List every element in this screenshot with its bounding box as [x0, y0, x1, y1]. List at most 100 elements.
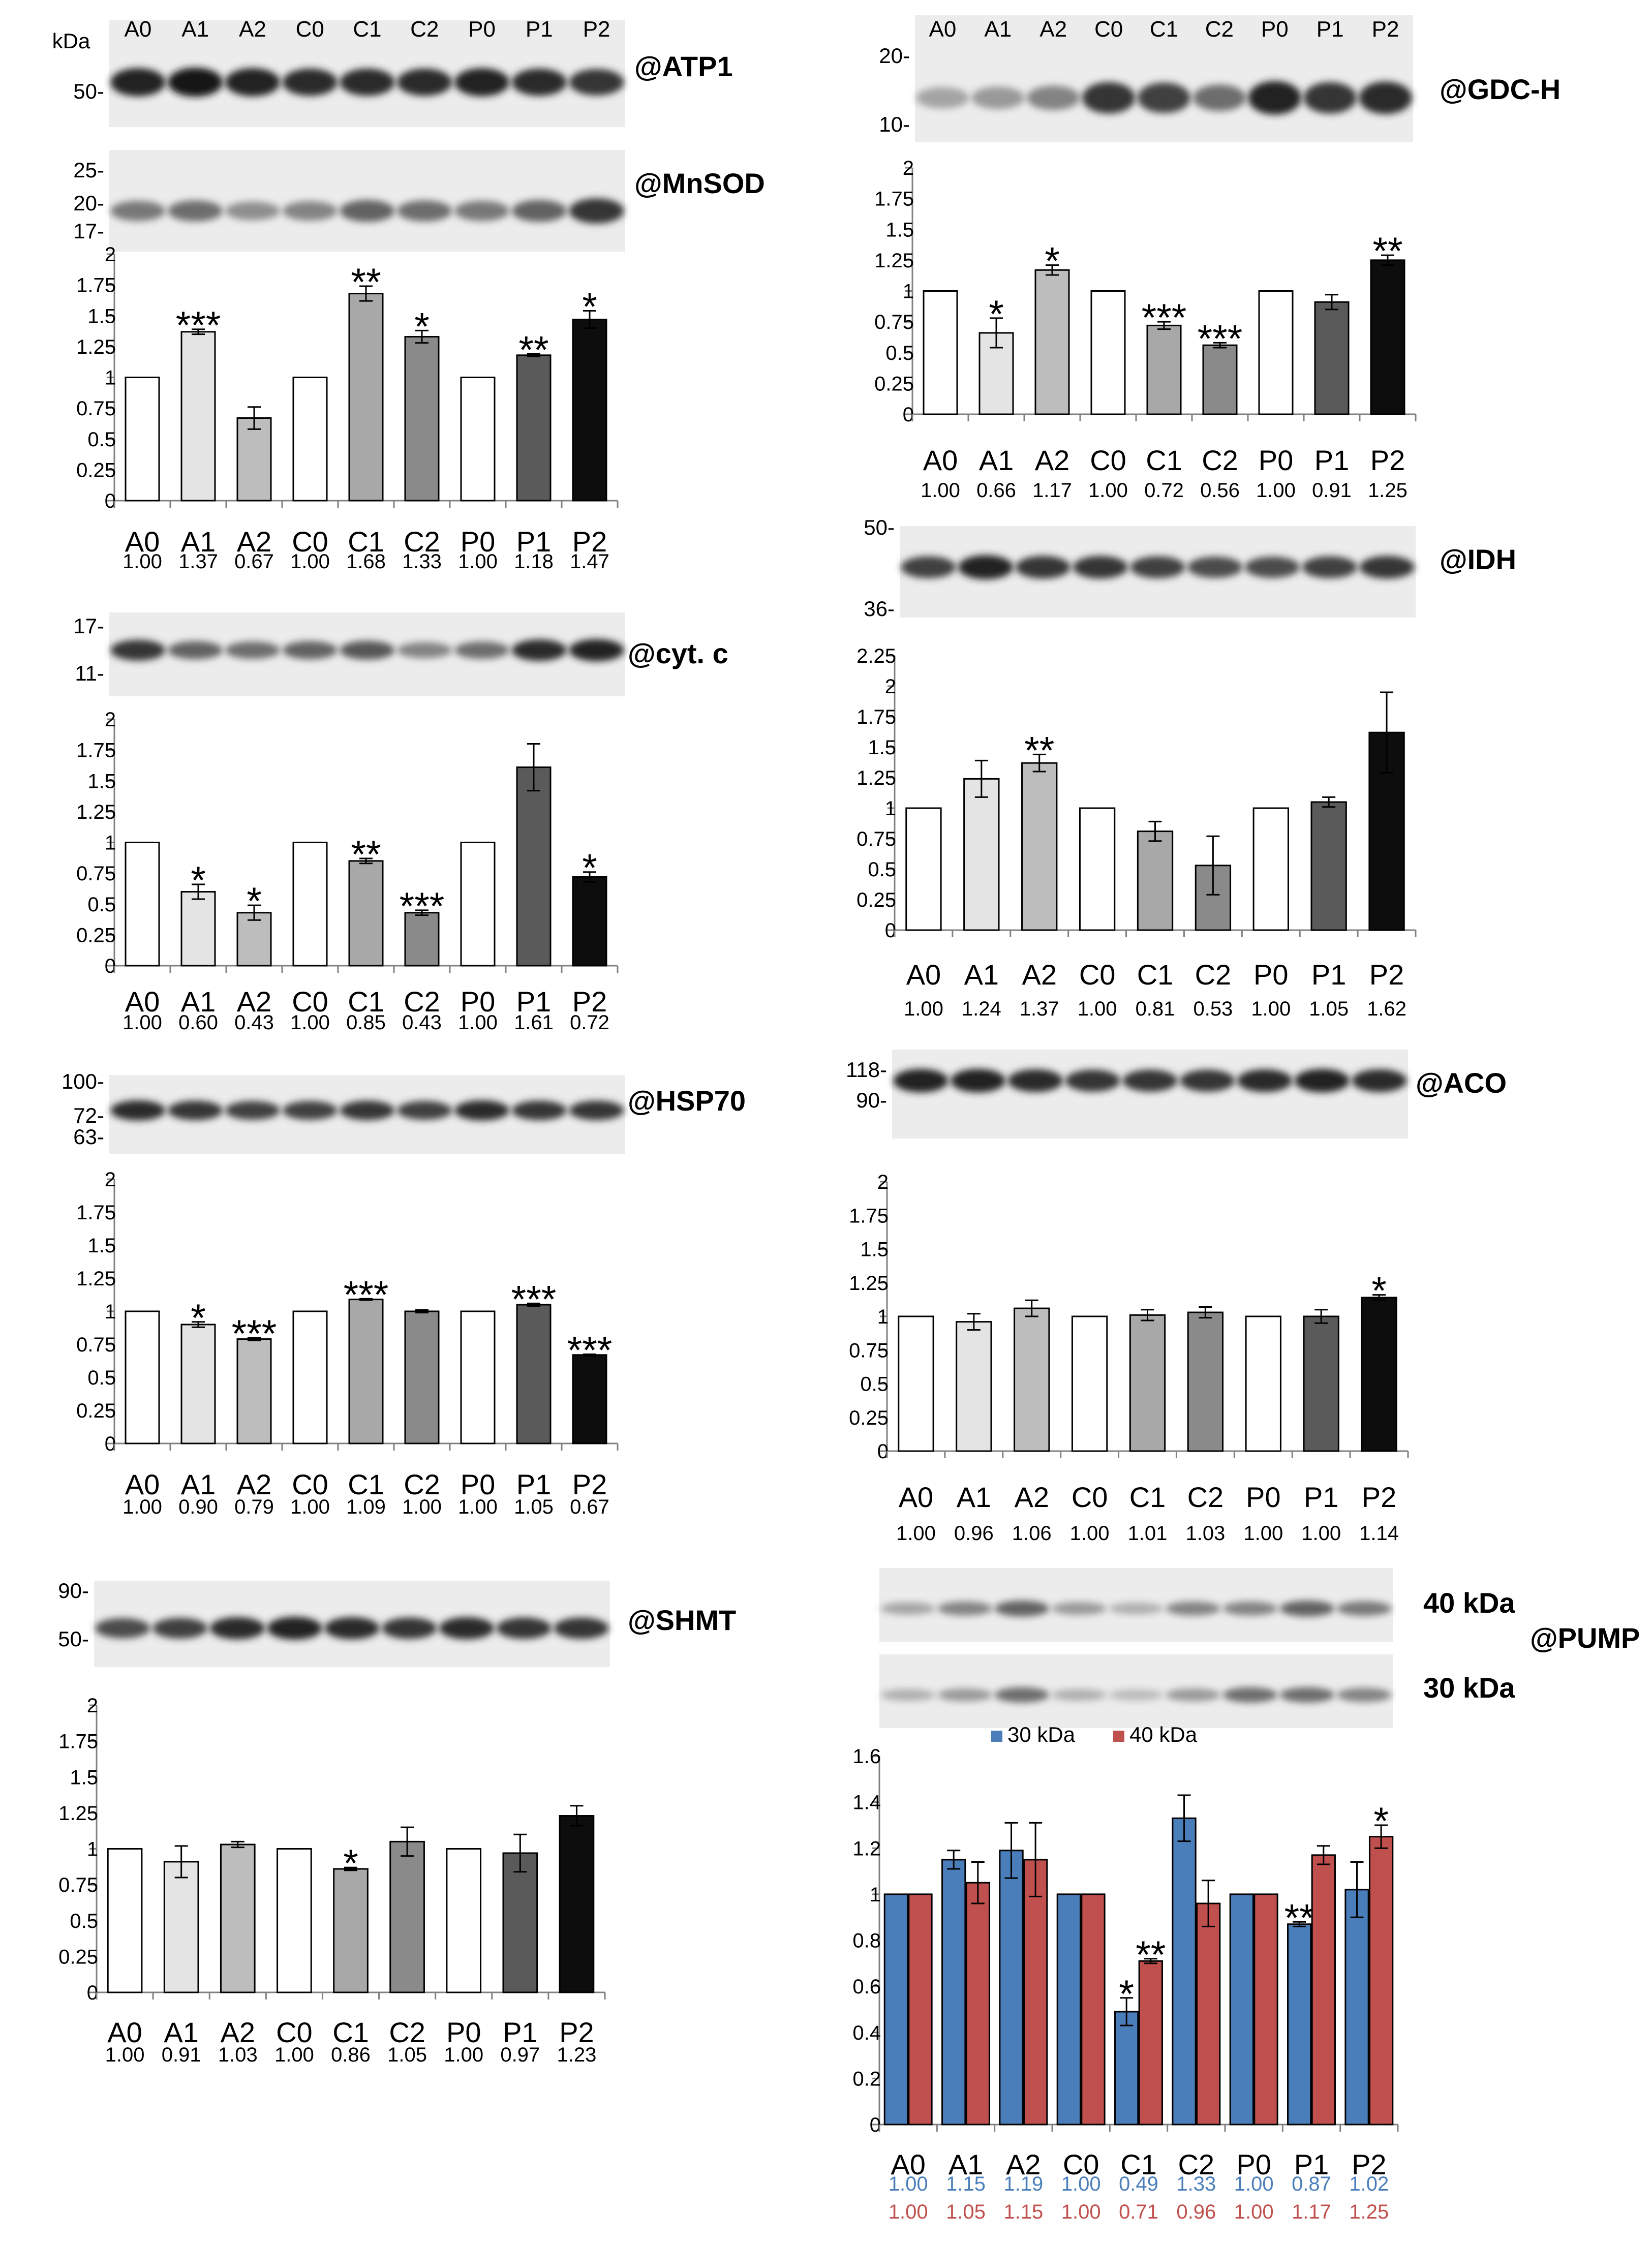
bar-40kda	[1311, 1854, 1336, 2126]
significance-mark: **	[351, 261, 381, 304]
y-tick-label: 0	[105, 955, 116, 977]
lane-header: C0	[296, 17, 324, 42]
bar-lane-c1	[348, 1299, 384, 1444]
category-label: A0	[923, 444, 958, 476]
value-label: 1.00	[274, 2044, 314, 2066]
y-tick-label: 0.2	[852, 2068, 881, 2090]
significance-mark: *	[1371, 1270, 1387, 1313]
value-label: 1.00	[1243, 1522, 1283, 1545]
category-label: A2	[237, 1468, 272, 1500]
blot-label: @PUMP	[1530, 1622, 1640, 1654]
bar-lane-c2	[389, 1840, 425, 1993]
bar-lane-c1	[1137, 831, 1174, 931]
band	[225, 201, 281, 221]
y-tick-label: 1.75	[58, 1731, 98, 1753]
value-label: 1.47	[570, 550, 609, 573]
category-label: A2	[237, 986, 272, 1018]
y-tick-label: 1.75	[76, 740, 116, 762]
bar-30kda	[1229, 1893, 1255, 2126]
band	[454, 68, 510, 97]
value-label: 1.00	[1256, 479, 1296, 502]
value-label: 0.66	[976, 479, 1016, 502]
band	[1359, 81, 1412, 114]
y-tick-label: 1.75	[874, 188, 914, 210]
band	[1026, 85, 1080, 110]
value-label: 1.23	[557, 2044, 597, 2066]
y-tick-label: 2	[105, 243, 116, 266]
y-tick-label: 0.5	[70, 1910, 98, 1932]
significance-mark: ***	[232, 1312, 277, 1356]
band	[282, 641, 338, 660]
bar-40kda	[1253, 1893, 1278, 2126]
bar-lane-c2	[404, 335, 440, 502]
category-label: C2	[404, 986, 440, 1018]
bar-lane-a2	[236, 912, 272, 967]
band	[1237, 1069, 1293, 1092]
bar-lane-p2	[1361, 1297, 1397, 1452]
band	[958, 555, 1014, 579]
band	[1122, 1069, 1178, 1092]
bar-lane-c2	[404, 1310, 440, 1444]
y-tick-label: 0	[870, 2114, 881, 2136]
y-tick-label: 2.25	[856, 645, 896, 667]
y-tick-label: 0.25	[76, 1400, 116, 1422]
band	[1303, 82, 1357, 114]
category-label: P1	[1314, 444, 1350, 476]
bar-30kda	[1287, 1923, 1312, 2126]
blot-atp1: 50- kDa @ATP1 A0 A1 A2 C0 C1 C2 P0 P1 P2	[52, 17, 733, 127]
y-tick-label: 1.5	[87, 770, 116, 792]
significance-mark: *	[1045, 240, 1060, 283]
bar-lane-a2	[1034, 269, 1070, 415]
y-tick-label: 0.25	[849, 1407, 889, 1429]
bar-lane-a1	[180, 1324, 216, 1444]
value-label: 1.18	[514, 550, 554, 573]
value-label: 1.33	[1176, 2173, 1216, 2195]
y-tick-label: 1.75	[76, 1202, 116, 1224]
chart-shmt: 00.250.50.7511.251.51.752*A01.00A10.91A2…	[58, 1695, 606, 2066]
y-tick-label: 0.5	[87, 428, 116, 451]
band	[1359, 556, 1415, 579]
category-label: P1	[1304, 1481, 1339, 1513]
value-label: 1.00	[889, 2201, 928, 2223]
category-label: P0	[461, 1468, 496, 1500]
category-label: A1	[949, 2148, 984, 2180]
value-label: 1.05	[514, 1496, 554, 1518]
category-label: A2	[1022, 959, 1057, 991]
value-label: 0.91	[162, 2044, 201, 2066]
bar-lane-a2	[1014, 1307, 1050, 1452]
bar-30kda	[999, 1850, 1024, 2126]
value-label: 1.03	[218, 2044, 258, 2066]
value-label: 0.81	[1136, 998, 1175, 1020]
lane-header: P0	[1261, 17, 1289, 42]
y-tick-label: 0	[105, 1433, 116, 1455]
band	[1187, 557, 1243, 578]
band	[454, 201, 510, 221]
band	[168, 200, 223, 222]
y-tick-label: 1.25	[76, 336, 116, 358]
significance-mark: ***	[567, 1329, 613, 1372]
value-label: 1.09	[346, 1496, 386, 1518]
category-label: P2	[1352, 2148, 1387, 2180]
band	[1130, 556, 1185, 578]
band	[937, 1688, 993, 1702]
category-label: A2	[1035, 444, 1070, 476]
value-label: 1.00	[1078, 998, 1117, 1020]
band	[1244, 557, 1300, 578]
band	[880, 1689, 935, 1701]
blot-label: @SHMT	[628, 1604, 736, 1636]
value-label: 1.14	[1359, 1522, 1399, 1545]
bar-lane-c1	[1129, 1314, 1166, 1452]
category-label: P1	[1311, 959, 1347, 991]
category-label: P1	[516, 1468, 552, 1500]
band	[209, 1617, 265, 1640]
bar-lane-c2	[1202, 344, 1238, 415]
category-label: P0	[446, 2016, 481, 2048]
category-label: C0	[292, 526, 328, 558]
y-tick-label: 0	[903, 404, 914, 426]
legend-label: 40 kDa	[1129, 1723, 1198, 1746]
band	[168, 68, 223, 97]
band	[168, 641, 223, 660]
bar-lane-p0	[446, 1848, 482, 1993]
bar-lane-c0	[292, 377, 328, 502]
